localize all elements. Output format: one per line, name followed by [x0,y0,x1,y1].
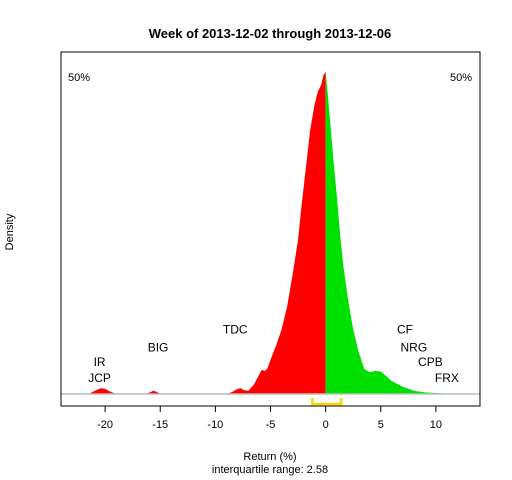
density-left-area [88,72,326,394]
right-percent-label: 50% [450,72,472,84]
ticker-label-frx: FRX [435,371,459,385]
ticker-label-jcp: JCP [88,371,111,385]
x-tick-label: -15 [152,419,168,431]
ticker-label-nrg: NRG [401,340,428,354]
x-tick-label: -20 [97,419,113,431]
iqr-caption: interquartile range: 2.58 [212,464,328,476]
ticker-label-cpb: CPB [418,355,443,369]
x-axis-label: Return (%) [243,451,296,463]
ticker-label-ir: IR [94,355,106,369]
x-tick-label: 0 [323,419,329,431]
y-axis-label: Density [4,213,16,250]
left-percent-label: 50% [68,72,90,84]
ticker-label-tdc: TDC [223,323,248,337]
x-tick-label: -10 [207,419,223,431]
ticker-label-big: BIG [148,340,169,354]
chart-title: Week of 2013-12-02 through 2013-12-06 [149,26,392,41]
plot-area [61,72,480,406]
x-tick-label: 5 [378,419,384,431]
x-axis: -20 -15 -10 -5 0 5 10 [97,405,442,431]
ticker-label-cf: CF [397,323,413,337]
x-tick-label: 10 [430,419,442,431]
iqr-bracket [311,398,343,406]
x-tick-label: -5 [266,419,276,431]
density-right-area [325,72,458,394]
